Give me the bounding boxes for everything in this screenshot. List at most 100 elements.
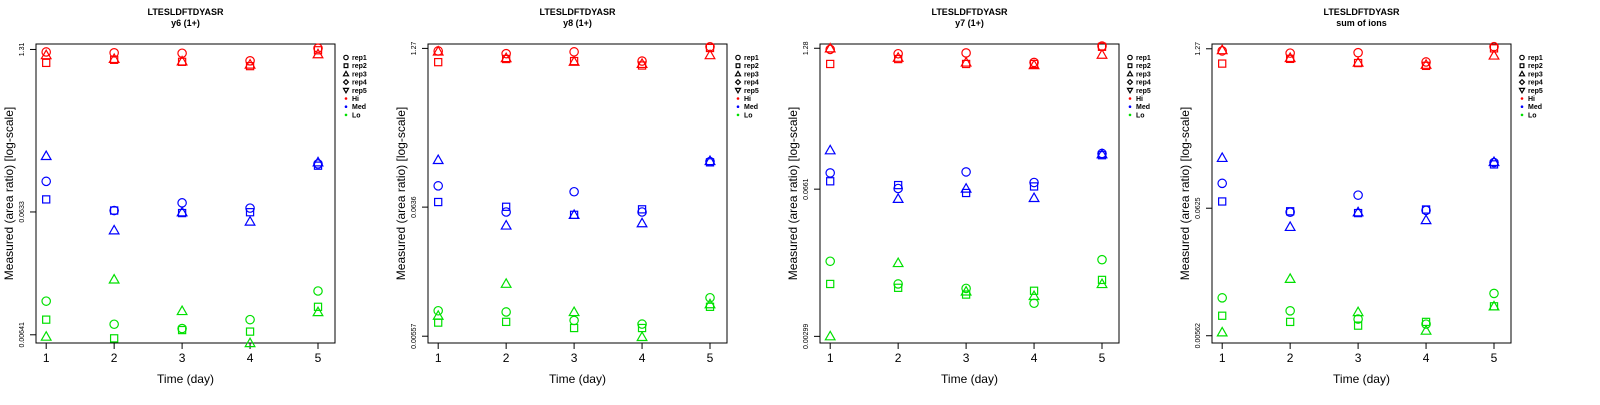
data-point-hi-rep1 xyxy=(825,44,835,55)
data-point-lo-rep1 xyxy=(109,319,119,330)
y-tick-label: 1.27 xyxy=(411,41,418,55)
data-point-lo-rep1 xyxy=(893,279,903,289)
legend-label-hi: Hi xyxy=(744,96,751,103)
legend-label-rep5: rep5 xyxy=(352,88,367,95)
data-point-hi-rep3 xyxy=(960,56,972,67)
legend-marker-rep1 xyxy=(735,54,741,61)
data-point-med-rep3 xyxy=(1488,155,1500,167)
data-point-hi-rep3 xyxy=(1420,58,1432,69)
data-point-lo-rep3 xyxy=(432,309,445,320)
legend-label-med: Med xyxy=(1528,104,1542,111)
data-point-hi-rep3 xyxy=(1216,44,1229,55)
legend-label-lo: Lo xyxy=(352,112,361,119)
chart-title: LTESLDFTDYASR xyxy=(1323,7,1400,17)
data-point-lo-rep1 xyxy=(1421,319,1431,329)
data-point-med-rep3 xyxy=(244,215,256,226)
data-point-med-rep1 xyxy=(1353,190,1363,200)
data-point-lo-rep1 xyxy=(1217,293,1227,303)
legend-label-lo: Lo xyxy=(744,112,753,119)
data-point-med-rep3 xyxy=(824,144,837,155)
data-point-lo-rep2 xyxy=(434,318,443,327)
chart-title: LTESLDFTDYASR xyxy=(147,7,224,17)
plot-frame xyxy=(819,43,1120,344)
legend-marker-rep5 xyxy=(342,87,350,95)
data-point-hi-rep3 xyxy=(568,55,580,66)
chart-title: LTESLDFTDYASR xyxy=(931,7,1008,17)
x-tick-label: 1 xyxy=(827,351,834,365)
data-point-med-rep3 xyxy=(1216,151,1229,163)
data-point-med-rep3 xyxy=(40,149,53,161)
x-tick-label: 3 xyxy=(571,351,578,365)
data-point-lo-rep3 xyxy=(636,330,648,342)
legend-marker-rep1 xyxy=(1519,54,1525,61)
data-point-lo-rep1 xyxy=(637,319,647,329)
data-point-hi-rep1 xyxy=(313,43,323,54)
data-point-lo-rep3 xyxy=(1216,326,1229,337)
legend-label-rep3: rep3 xyxy=(1136,71,1151,78)
data-point-med-rep3 xyxy=(312,156,324,167)
x-tick-label: 5 xyxy=(1099,351,1106,365)
x-tick-label: 3 xyxy=(179,351,186,365)
data-point-lo-rep3 xyxy=(892,256,905,268)
legend-marker-lo xyxy=(1520,113,1524,117)
legend-label-rep5: rep5 xyxy=(1136,88,1151,95)
legend-marker-hi xyxy=(736,97,740,100)
data-point-lo-rep3 xyxy=(1352,305,1364,317)
legend-label-rep4: rep4 xyxy=(744,80,759,87)
data-point-med-rep3 xyxy=(960,182,972,193)
data-point-med-rep3 xyxy=(568,208,580,220)
y-axis-label: Measured (area ratio) [log-scale] xyxy=(2,107,16,280)
data-point-hi-rep2 xyxy=(705,43,715,53)
legend-label-rep4: rep4 xyxy=(352,80,367,87)
data-point-lo-rep2 xyxy=(177,325,187,335)
legend-label-rep2: rep2 xyxy=(1528,63,1543,70)
data-point-lo-rep3 xyxy=(704,298,716,309)
legend-label-lo: Lo xyxy=(1528,112,1537,119)
data-point-lo-rep3 xyxy=(824,330,837,341)
legend-marker-rep3 xyxy=(1518,70,1526,77)
legend-marker-med xyxy=(1128,105,1132,108)
x-tick-label: 5 xyxy=(315,351,322,365)
legend-label-med: Med xyxy=(1136,104,1150,111)
data-point-med-rep1 xyxy=(501,207,511,217)
x-tick-label: 5 xyxy=(1491,351,1498,365)
data-point-lo-rep2 xyxy=(1218,311,1227,320)
data-point-lo-rep2 xyxy=(313,302,323,311)
y-tick-label: 0.0661 xyxy=(803,178,810,200)
data-point-med-rep3 xyxy=(704,154,716,166)
legend-marker-med xyxy=(344,105,348,108)
legend-label-rep1: rep1 xyxy=(1136,55,1151,62)
data-point-med-rep3 xyxy=(500,219,513,230)
data-point-hi-rep3 xyxy=(1352,56,1364,67)
legend-marker-lo xyxy=(344,113,348,117)
legend-label-med: Med xyxy=(352,104,366,111)
data-point-med-rep2 xyxy=(501,202,511,211)
legend-marker-rep2 xyxy=(343,63,349,69)
chart-subtitle: y8 (1+) xyxy=(563,18,592,28)
data-point-lo-rep2 xyxy=(826,279,835,289)
legend-marker-lo xyxy=(1128,113,1132,117)
data-point-med-rep1 xyxy=(1489,157,1499,168)
data-point-hi-rep1 xyxy=(1217,46,1227,56)
data-point-hi-rep1 xyxy=(893,48,903,59)
legend-label-rep2: rep2 xyxy=(1136,63,1151,70)
legend-marker-rep5 xyxy=(734,87,742,95)
data-point-med-rep1 xyxy=(245,203,255,213)
y-axis-label: Measured (area ratio) [log-scale] xyxy=(394,107,408,280)
data-point-hi-rep2 xyxy=(434,57,443,67)
y-tick-label: 0.00557 xyxy=(411,323,418,348)
data-point-hi-rep2 xyxy=(826,59,835,69)
data-point-hi-rep3 xyxy=(1488,49,1500,60)
data-point-hi-rep1 xyxy=(245,56,255,66)
data-point-lo-rep3 xyxy=(500,277,513,288)
legend-label-rep3: rep3 xyxy=(1528,71,1543,78)
data-point-hi-rep2 xyxy=(1218,59,1227,68)
data-point-lo-rep3 xyxy=(1488,300,1500,311)
data-point-med-rep1 xyxy=(893,183,903,194)
data-point-lo-rep3 xyxy=(40,330,53,341)
